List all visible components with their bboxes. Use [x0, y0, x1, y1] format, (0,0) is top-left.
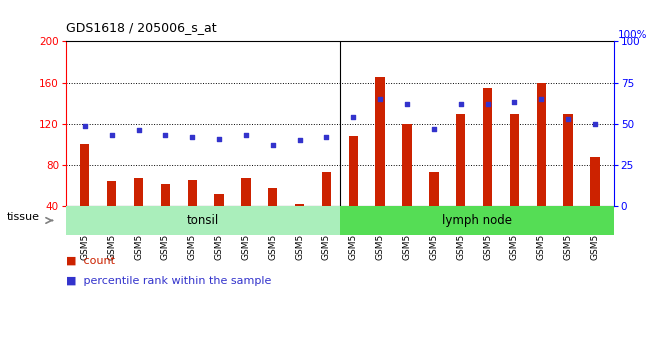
Bar — [107, 180, 116, 206]
Bar — [537, 83, 546, 206]
Point — [402, 101, 412, 107]
Bar — [340, 206, 614, 235]
Text: 100%: 100% — [618, 30, 647, 40]
Bar — [187, 179, 197, 206]
Text: tonsil: tonsil — [187, 214, 219, 227]
Point — [79, 123, 90, 128]
Point — [482, 101, 493, 107]
Text: lymph node: lymph node — [442, 214, 512, 227]
Bar — [214, 194, 224, 206]
Text: ■  percentile rank within the sample: ■ percentile rank within the sample — [66, 276, 271, 286]
Bar — [376, 78, 385, 206]
Point — [455, 101, 466, 107]
Point — [509, 100, 519, 105]
Text: tissue: tissue — [7, 212, 40, 222]
Bar — [322, 172, 331, 206]
Bar — [66, 206, 340, 235]
Bar — [403, 124, 412, 206]
Point — [590, 121, 601, 127]
Bar — [429, 172, 439, 206]
Point — [348, 115, 358, 120]
Text: GDS1618 / 205006_s_at: GDS1618 / 205006_s_at — [66, 21, 216, 34]
Point — [294, 138, 305, 143]
Point — [106, 132, 117, 138]
Bar — [241, 178, 251, 206]
Point — [563, 116, 574, 122]
Point — [187, 134, 197, 140]
Point — [267, 142, 278, 148]
Bar — [80, 145, 90, 206]
Point — [428, 126, 439, 131]
Bar — [456, 114, 465, 206]
Point — [214, 136, 224, 141]
Bar — [134, 178, 143, 206]
Point — [321, 134, 332, 140]
Bar — [564, 114, 573, 206]
Text: ■  count: ■ count — [66, 255, 115, 265]
Bar — [348, 136, 358, 206]
Point — [241, 132, 251, 138]
Bar — [160, 184, 170, 206]
Bar — [268, 188, 277, 206]
Point — [133, 128, 144, 133]
Bar — [483, 88, 492, 206]
Bar — [590, 157, 600, 206]
Bar — [510, 114, 519, 206]
Point — [375, 96, 385, 102]
Point — [536, 96, 546, 102]
Bar — [295, 204, 304, 206]
Point — [160, 132, 171, 138]
